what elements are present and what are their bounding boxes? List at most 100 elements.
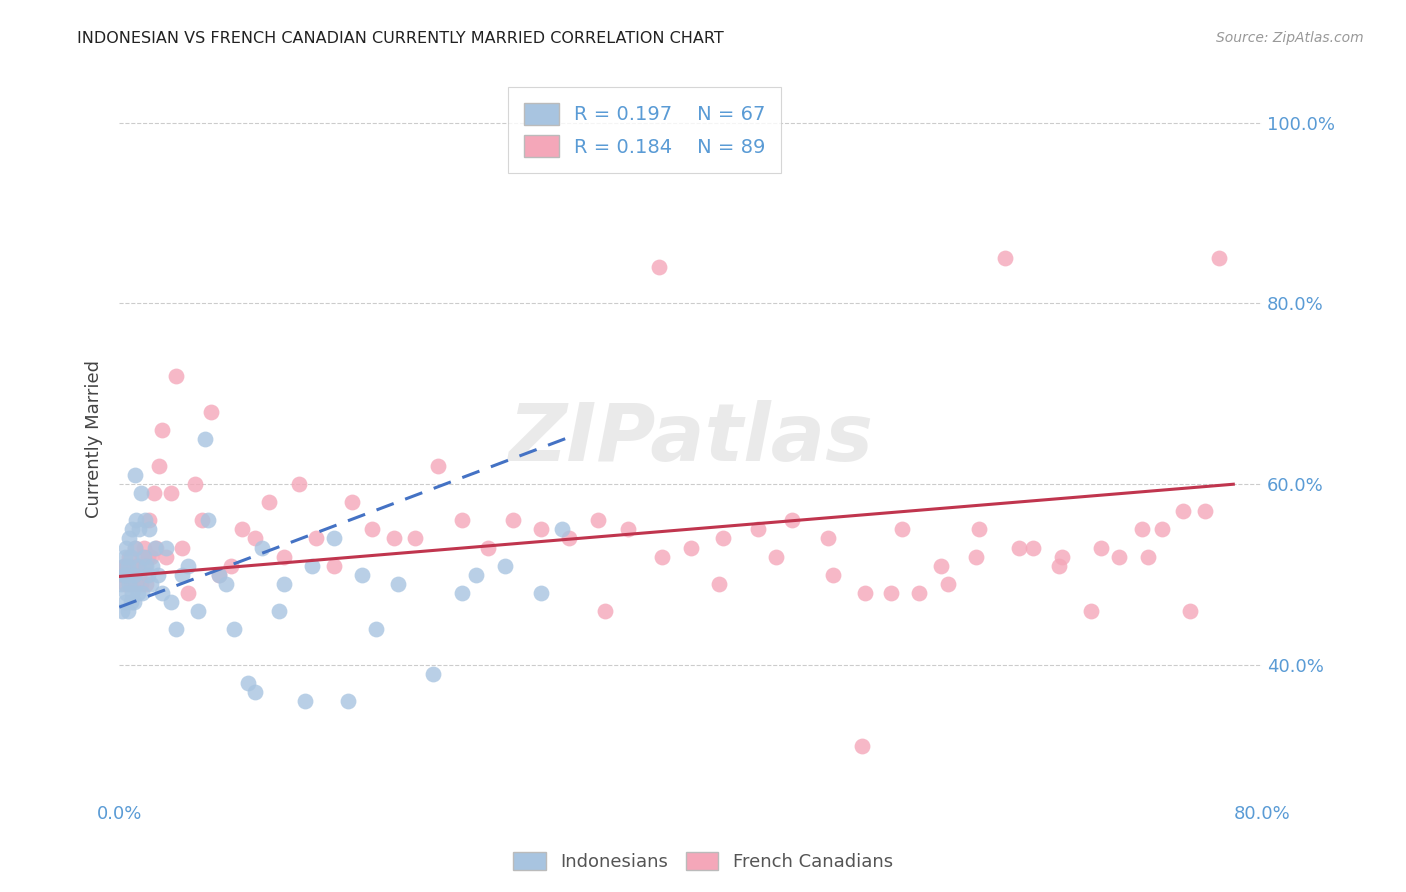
Point bbox=[150, 423, 173, 437]
Point bbox=[124, 468, 146, 483]
Point bbox=[197, 513, 219, 527]
Point bbox=[187, 604, 209, 618]
Point bbox=[236, 676, 259, 690]
Text: ZIPatlas: ZIPatlas bbox=[508, 400, 873, 478]
Point bbox=[215, 576, 238, 591]
Point bbox=[967, 523, 990, 537]
Point bbox=[1208, 252, 1230, 266]
Point bbox=[929, 558, 952, 573]
Point bbox=[172, 541, 194, 555]
Point bbox=[231, 523, 253, 537]
Point bbox=[679, 541, 702, 555]
Point bbox=[426, 459, 449, 474]
Point bbox=[118, 549, 141, 564]
Point bbox=[1008, 541, 1031, 555]
Point bbox=[340, 495, 363, 509]
Point bbox=[1090, 541, 1112, 555]
Y-axis label: Currently Married: Currently Married bbox=[86, 360, 103, 518]
Point bbox=[1080, 604, 1102, 618]
Point bbox=[243, 685, 266, 699]
Point bbox=[200, 405, 222, 419]
Point bbox=[208, 567, 231, 582]
Point bbox=[322, 532, 344, 546]
Point bbox=[651, 549, 673, 564]
Point bbox=[558, 532, 581, 546]
Point bbox=[648, 260, 671, 275]
Point bbox=[404, 532, 426, 546]
Point bbox=[184, 477, 207, 491]
Point bbox=[159, 595, 181, 609]
Point bbox=[707, 576, 730, 591]
Point bbox=[494, 558, 516, 573]
Point bbox=[451, 513, 474, 527]
Point bbox=[124, 541, 146, 555]
Point bbox=[114, 595, 136, 609]
Point bbox=[118, 576, 141, 591]
Point bbox=[138, 523, 160, 537]
Point bbox=[124, 541, 146, 555]
Point bbox=[117, 567, 139, 582]
Point bbox=[111, 567, 134, 582]
Point bbox=[780, 513, 803, 527]
Point bbox=[422, 667, 444, 681]
Point bbox=[823, 567, 845, 582]
Point bbox=[155, 549, 177, 564]
Point bbox=[134, 513, 156, 527]
Point bbox=[125, 576, 148, 591]
Point bbox=[243, 532, 266, 546]
Point bbox=[530, 585, 553, 599]
Text: Source: ZipAtlas.com: Source: ZipAtlas.com bbox=[1216, 31, 1364, 45]
Point bbox=[1130, 523, 1153, 537]
Point bbox=[361, 523, 384, 537]
Point bbox=[165, 622, 187, 636]
Legend: Indonesians, French Canadians: Indonesians, French Canadians bbox=[506, 845, 900, 879]
Point bbox=[115, 541, 138, 555]
Point bbox=[145, 541, 167, 555]
Point bbox=[1180, 604, 1202, 618]
Point bbox=[139, 549, 162, 564]
Point bbox=[551, 523, 574, 537]
Point bbox=[131, 585, 153, 599]
Point bbox=[273, 576, 295, 591]
Point bbox=[177, 585, 200, 599]
Point bbox=[853, 585, 876, 599]
Point bbox=[112, 558, 135, 573]
Point bbox=[208, 567, 231, 582]
Point bbox=[301, 558, 323, 573]
Point bbox=[159, 486, 181, 500]
Point bbox=[1047, 558, 1070, 573]
Point bbox=[125, 513, 148, 527]
Point bbox=[713, 532, 735, 546]
Point bbox=[136, 567, 159, 582]
Point bbox=[257, 495, 280, 509]
Point bbox=[128, 567, 150, 582]
Point bbox=[965, 549, 987, 564]
Point bbox=[465, 567, 488, 582]
Point bbox=[586, 513, 609, 527]
Point bbox=[891, 523, 914, 537]
Point bbox=[336, 694, 359, 708]
Point bbox=[114, 576, 136, 591]
Point bbox=[115, 585, 138, 599]
Point bbox=[131, 549, 153, 564]
Point bbox=[132, 541, 155, 555]
Point bbox=[135, 576, 157, 591]
Point bbox=[127, 585, 149, 599]
Point bbox=[148, 459, 170, 474]
Point bbox=[139, 576, 162, 591]
Point bbox=[288, 477, 311, 491]
Point bbox=[150, 585, 173, 599]
Point bbox=[294, 694, 316, 708]
Point bbox=[382, 532, 405, 546]
Point bbox=[111, 604, 134, 618]
Point bbox=[115, 567, 138, 582]
Point bbox=[1173, 504, 1195, 518]
Point bbox=[136, 549, 159, 564]
Point bbox=[879, 585, 901, 599]
Point bbox=[112, 567, 135, 582]
Point bbox=[817, 532, 839, 546]
Point bbox=[114, 549, 136, 564]
Point bbox=[132, 549, 155, 564]
Point bbox=[908, 585, 931, 599]
Point bbox=[387, 576, 409, 591]
